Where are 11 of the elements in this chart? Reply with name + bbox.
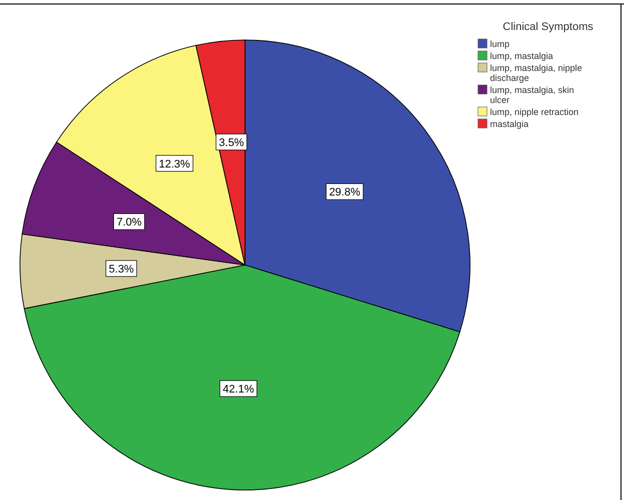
legend-label: lump, nipple retraction [490, 107, 579, 117]
legend-label: lump [490, 39, 510, 49]
data-label: 12.3% [158, 158, 190, 170]
legend-label: mastalgia [490, 119, 529, 129]
data-label: 5.3% [108, 264, 134, 276]
legend-label: lump, mastalgia [490, 51, 554, 61]
data-label: 7.0% [116, 216, 142, 229]
data-label: 29.8% [329, 186, 360, 199]
legend-title: Clinical Symptoms [502, 21, 594, 33]
data-label: 42.1% [222, 384, 254, 396]
data-label: 3.5% [218, 136, 244, 149]
